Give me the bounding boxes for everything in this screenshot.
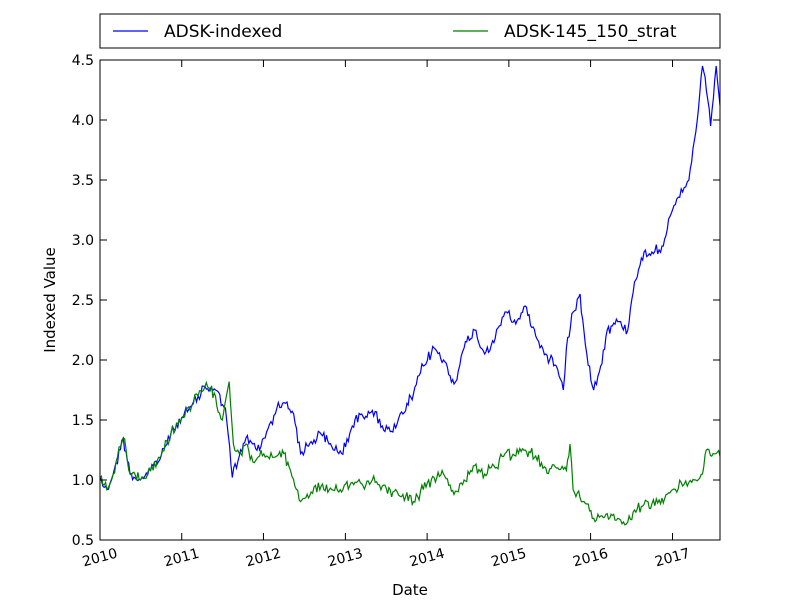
- y-axis-title: Indexed Value: [41, 247, 59, 353]
- y-tick-label: 4.5: [72, 53, 94, 69]
- series-line-adsk-indexed: [99, 65, 721, 491]
- x-tick-label: 2010: [81, 546, 120, 571]
- ticks-layer: 0.5 1.0 1.5 2.0 2.5 3.0 3.5 4.0 4.5 2010 2011 2012 2…: [72, 53, 720, 570]
- x-tick-label: 2014: [408, 546, 447, 571]
- x-tick-label: 2015: [490, 546, 529, 571]
- x-tick-label: 2017: [653, 546, 692, 571]
- y-tick-label: 3.5: [72, 173, 94, 189]
- x-tick-label: 2016: [571, 546, 610, 571]
- legend: ADSK-indexed ADSK-145_150_strat: [99, 13, 721, 49]
- y-tick-label: 2.0: [72, 353, 94, 369]
- x-tick-label: 2012: [244, 546, 283, 571]
- series-layer: [99, 65, 721, 526]
- x-tick-label: 2013: [326, 546, 365, 571]
- x-tick-label: 2011: [162, 546, 201, 571]
- series-line-adsk-145-150-strat: [99, 380, 721, 526]
- y-tick-label: 1.0: [72, 473, 94, 489]
- y-tick-label: 3.0: [72, 233, 94, 249]
- y-tick-label: 2.5: [72, 293, 94, 309]
- y-tick-label: 0.5: [72, 533, 94, 549]
- x-axis-title: Date: [392, 581, 428, 599]
- plot-frame: [99, 59, 721, 541]
- y-tick-label: 1.5: [72, 413, 94, 429]
- legend-box: [99, 13, 721, 49]
- legend-label-adsk-indexed: ADSK-indexed: [164, 22, 282, 42]
- y-tick-label: 4.0: [72, 113, 94, 129]
- legend-label-adsk-strat: ADSK-145_150_strat: [504, 22, 677, 42]
